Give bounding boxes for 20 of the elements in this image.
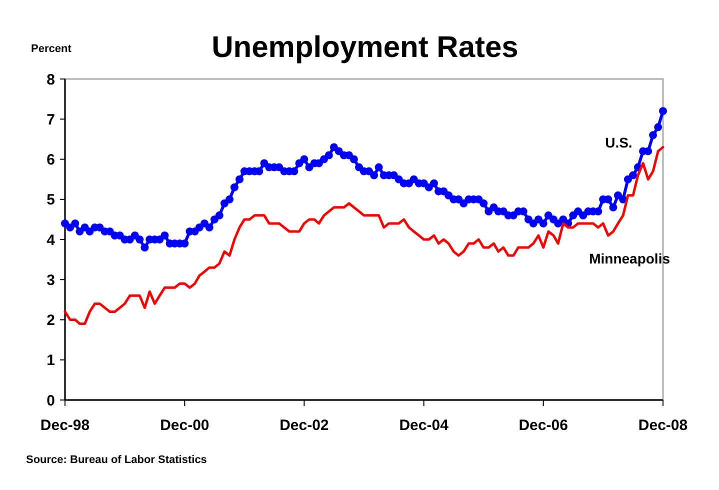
series-label: Minneapolis: [589, 250, 670, 266]
y-tick-label: 3: [46, 272, 55, 289]
y-axis-title: Percent: [31, 43, 72, 55]
y-tick-label: 0: [46, 392, 55, 410]
x-tick-label: Dec-04: [399, 417, 450, 434]
y-tick-label: 4: [46, 232, 56, 249]
series-label: U.S.: [605, 134, 632, 150]
y-tick-label: 1: [46, 352, 55, 370]
x-tick-label: Dec-02: [280, 417, 329, 434]
x-tick-label: Dec-00: [160, 417, 210, 434]
source-note: Source: Bureau of Labor Statistics: [26, 454, 207, 466]
y-tick-label: 2: [46, 312, 55, 329]
y-tick-label: 6: [46, 152, 55, 168]
x-tick-label: Dec-08: [638, 417, 688, 434]
y-tick-label: 8: [46, 71, 55, 88]
y-tick-label: 7: [46, 111, 55, 128]
chart-title: Unemployment Rates: [212, 31, 518, 64]
x-tick-label: Dec-06: [518, 417, 568, 434]
x-tick-label: Dec-98: [40, 417, 90, 434]
y-tick-label: 5: [46, 192, 55, 209]
